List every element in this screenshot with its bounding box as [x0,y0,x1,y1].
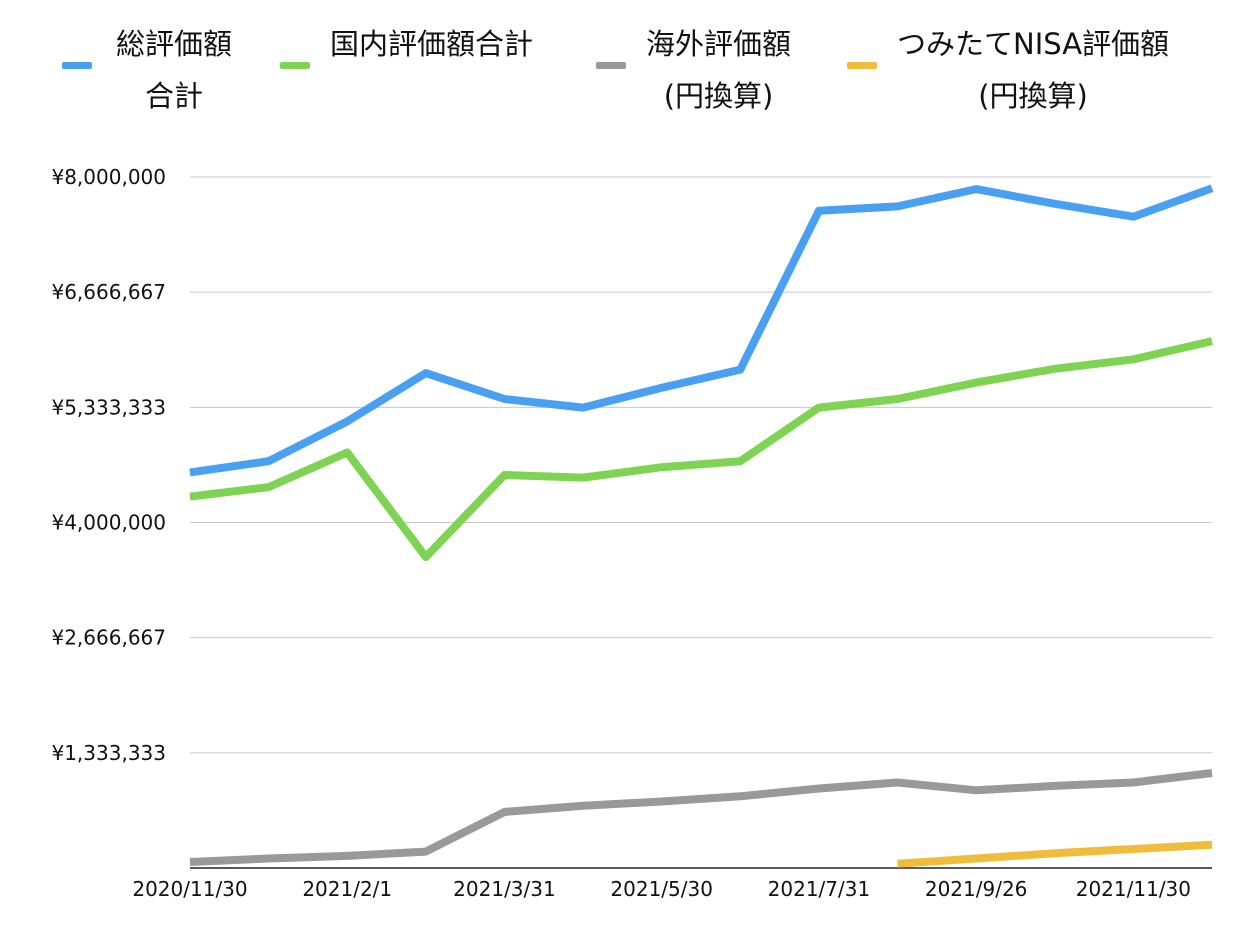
series-line-1 [189,337,1213,561]
y-tick-label-4: ¥2,666,667 [51,626,166,650]
x-tick-label-1: 2021/2/1 [302,877,392,901]
legend-swatch-total [62,62,92,69]
y-tick-label-0: ¥8,000,000 [51,165,166,189]
legend-item-domestic: 国内評価額合計 [280,18,533,70]
y-tick-label-1: ¥6,666,667 [51,280,166,304]
legend-label-domestic: 国内評価額合計 [330,27,534,61]
legend-swatch-nisa [847,62,877,69]
x-tick-label-0: 2020/11/30 [132,877,247,901]
y-tick-label-5: ¥1,333,333 [51,741,166,765]
legend-label-total: 総評価額 合計 [116,27,233,113]
series-line-2 [189,769,1213,866]
x-tick-label-3: 2021/5/30 [610,877,713,901]
legend-swatch-foreign [596,62,626,69]
x-tick-label-2: 2021/3/31 [453,877,556,901]
x-tick-label-4: 2021/7/31 [768,877,871,901]
series-line-3 [897,840,1213,868]
legend-item-nisa: つみたてNISA評価額 (円換算) [847,18,1169,122]
legend: 総評価額 合計 国内評価額合計 海外評価額 (円換算) つみたてNISA評価額 (円換… [0,18,1256,128]
legend-swatch-domestic [280,62,310,69]
legend-item-foreign: 海外評価額 (円換算) [596,18,791,122]
legend-label-foreign: 海外評価額 (円換算) [646,27,792,113]
y-tick-label-2: ¥5,333,333 [51,395,166,419]
series-line-0 [189,184,1214,477]
x-tick-label-6: 2021/11/30 [1076,877,1191,901]
x-tick-label-5: 2021/9/26 [925,877,1028,901]
legend-label-nisa: つみたてNISA評価額 (円換算) [897,27,1170,113]
legend-item-total: 総評価額 合計 [62,18,232,122]
y-tick-label-3: ¥4,000,000 [51,511,166,535]
